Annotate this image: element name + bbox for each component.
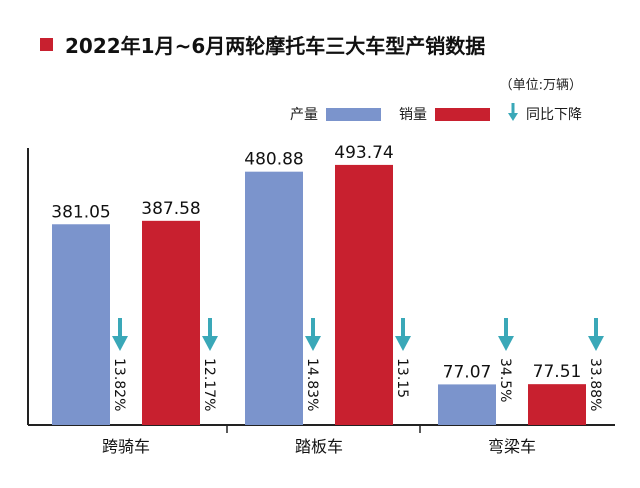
category-label-1: 踏板车	[295, 437, 343, 456]
down-arrow-icon	[504, 318, 508, 338]
bar-production-0	[52, 224, 110, 425]
down-arrow-icon	[208, 318, 212, 338]
down-arrow-icon-head	[112, 336, 128, 351]
bar-production-1	[245, 171, 303, 425]
legend-label-sales: 销量	[399, 107, 427, 123]
legend-label-yoy-decline: 同比下降	[526, 107, 582, 123]
down-arrow-icon-head	[588, 336, 604, 351]
value-label-production-0: 381.05	[51, 202, 110, 222]
category-label-0: 跨骑车	[102, 437, 150, 456]
bar-sales-0	[142, 220, 200, 425]
yoy-decline-label-production-0: 13.82%	[111, 358, 127, 411]
legend-label-production: 产量	[290, 107, 318, 123]
down-arrow-icon	[118, 318, 122, 338]
value-label-production-1: 480.88	[244, 150, 303, 170]
unit-label: （单位:万辆）	[499, 78, 582, 93]
down-arrow-icon-head	[305, 336, 321, 351]
yoy-decline-label-production-1: 14.83%	[304, 358, 320, 411]
title-marker	[40, 38, 53, 51]
down-arrow-icon-head	[202, 336, 218, 351]
title-row: 2022年1月~6月两轮摩托车三大车型产销数据	[40, 30, 485, 59]
legend: 产量 销量 同比下降	[290, 103, 590, 125]
value-label-sales-0: 387.58	[141, 199, 200, 219]
value-label-sales-1: 493.74	[334, 143, 393, 163]
yoy-decline-label-sales-2: 33.88%	[587, 358, 603, 411]
bar-sales-2	[528, 384, 586, 425]
legend-swatch-sales	[435, 107, 490, 121]
down-arrow-icon-head	[498, 336, 514, 351]
value-label-sales-2: 77.51	[533, 362, 582, 382]
bar-production-2	[438, 384, 496, 425]
category-label-2: 弯梁车	[488, 437, 536, 456]
down-arrow-icon	[311, 318, 315, 338]
legend-swatch-production	[326, 107, 381, 121]
down-arrow-icon	[508, 103, 518, 125]
yoy-decline-label-production-2: 34.5%	[497, 358, 513, 402]
down-arrow-icon-head	[395, 336, 411, 351]
chart-title: 2022年1月~6月两轮摩托车三大车型产销数据	[65, 34, 486, 58]
down-arrow-icon	[401, 318, 405, 338]
down-arrow-icon	[594, 318, 598, 338]
value-label-production-2: 77.07	[443, 362, 492, 382]
yoy-decline-label-sales-0: 12.17%	[201, 358, 217, 411]
yoy-decline-label-sales-1: 13.15	[394, 358, 410, 398]
bar-sales-1	[335, 164, 393, 425]
